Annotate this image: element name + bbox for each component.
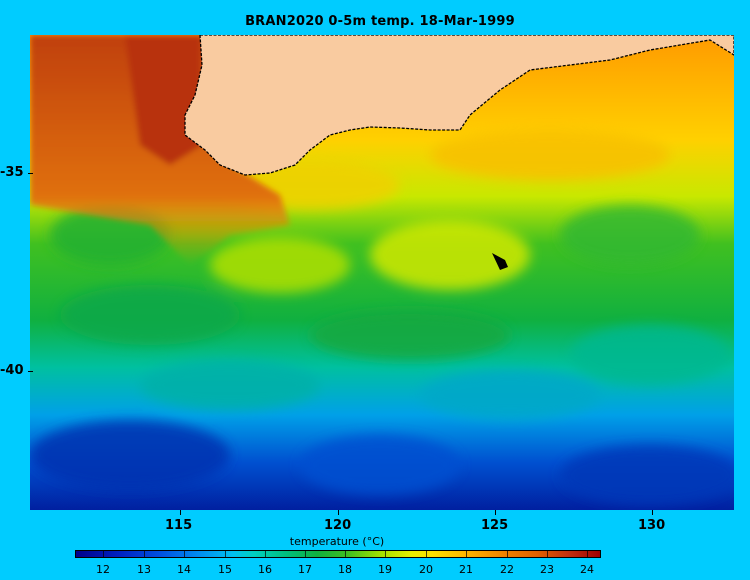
colorbar-tick-mark	[547, 550, 548, 558]
colorbar-tick-mark	[184, 550, 185, 558]
colorbar-tick-mark	[426, 550, 427, 558]
leeuwin-current	[30, 35, 290, 265]
colorbar-tick-label: 14	[177, 563, 191, 576]
colorbar-tick-label: 13	[137, 563, 151, 576]
colorbar-tick-mark	[466, 550, 467, 558]
colorbar-tick-mark	[507, 550, 508, 558]
colorbar-tick-label: 19	[378, 563, 392, 576]
colorbar-tick-label: 17	[298, 563, 312, 576]
colorbar-tick-label: 22	[500, 563, 514, 576]
y-tick-mark	[28, 173, 33, 174]
colorbar-tick-label: 12	[96, 563, 110, 576]
colorbar	[75, 550, 601, 558]
x-tick-label: 115	[165, 518, 193, 533]
colorbar-tick-mark	[265, 550, 266, 558]
colorbar-tick-label: 24	[580, 563, 594, 576]
land-mass	[184, 35, 734, 176]
colorbar-tick-label: 20	[419, 563, 433, 576]
colorbar-tick-mark	[385, 550, 386, 558]
colorbar-label: temperature (°C)	[289, 535, 385, 548]
x-tick-mark	[495, 510, 496, 515]
colorbar-tick-label: 21	[459, 563, 473, 576]
x-tick-label: 125	[481, 518, 509, 533]
y-tick-label: -40	[0, 363, 24, 378]
colorbar-tick-mark	[587, 550, 588, 558]
x-tick-label: 130	[638, 518, 666, 533]
x-tick-mark	[180, 510, 181, 515]
map-title: BRAN2020 0-5m temp. 18-Mar-1999	[245, 14, 515, 29]
colorbar-tick-mark	[345, 550, 346, 558]
colorbar-tick-mark	[305, 550, 306, 558]
colorbar-tick-mark	[144, 550, 145, 558]
colorbar-tick-mark	[103, 550, 104, 558]
x-tick-mark	[652, 510, 653, 515]
colorbar-tick-label: 18	[338, 563, 352, 576]
x-tick-label: 120	[324, 518, 352, 533]
eddy-patterns	[30, 130, 734, 505]
colorbar-tick-label: 16	[258, 563, 272, 576]
y-tick-label: -35	[0, 165, 24, 180]
colorbar-tick-label: 15	[218, 563, 232, 576]
y-tick-mark	[28, 371, 33, 372]
x-tick-mark	[338, 510, 339, 515]
colorbar-tick-mark	[225, 550, 226, 558]
temperature-map	[30, 35, 734, 510]
island	[492, 253, 508, 270]
colorbar-tick-label: 23	[540, 563, 554, 576]
